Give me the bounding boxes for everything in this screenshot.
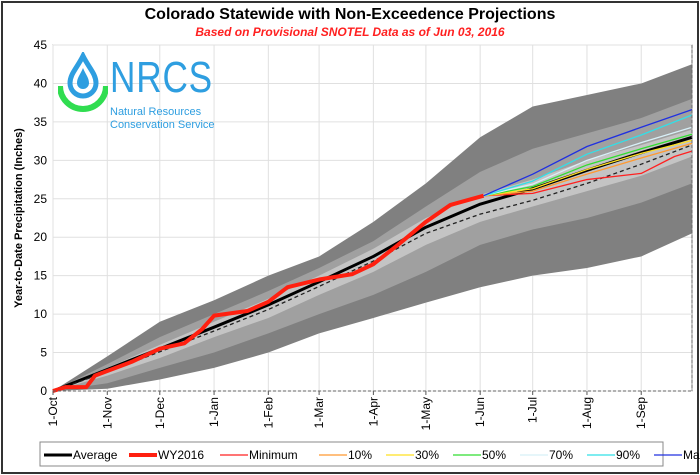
series-line-median bbox=[52, 144, 693, 392]
x-tick-label: 1-Apr bbox=[366, 397, 380, 426]
logo-subtitle: Natural Resources Conservation Service bbox=[110, 106, 215, 132]
legend-item-label: 70% bbox=[549, 448, 573, 462]
legend-item-label: 10% bbox=[348, 448, 372, 462]
percentile-band bbox=[53, 129, 692, 392]
series-line-wy2016 bbox=[52, 193, 485, 393]
x-tick-label: 1-Oct bbox=[46, 396, 60, 426]
legend-item-label: Minimum bbox=[249, 448, 298, 462]
x-tick-label: 1-Aug bbox=[580, 397, 594, 429]
percentile-band bbox=[53, 64, 692, 391]
chart-subtitle: Based on Provisional SNOTEL Data as of J… bbox=[195, 25, 505, 39]
y-tick-label: 40 bbox=[34, 76, 48, 90]
x-tick-label: 1-May bbox=[419, 397, 433, 430]
y-tick-label: 20 bbox=[34, 230, 48, 244]
x-tick-label: 1-Jul bbox=[526, 397, 540, 423]
y-tick-label: 15 bbox=[34, 269, 48, 283]
series-line-50pct bbox=[483, 133, 693, 197]
logo-line1: Natural Resources bbox=[110, 106, 202, 118]
chart-title: Colorado Statewide with Non-Exceedence P… bbox=[144, 6, 556, 23]
y-tick-label: 25 bbox=[34, 192, 48, 206]
x-tick-label: 1-Feb bbox=[261, 397, 275, 429]
legend-item-label: Average bbox=[73, 448, 118, 462]
y-tick-label: 5 bbox=[40, 346, 47, 360]
x-tick-label: 1-Dec bbox=[153, 397, 167, 429]
legend-item-label: 90% bbox=[616, 448, 640, 462]
legend-item-label: 50% bbox=[482, 448, 506, 462]
series-line-70pct bbox=[483, 126, 693, 197]
series-line-minimum bbox=[483, 150, 693, 197]
y-tick-label: 0 bbox=[40, 384, 47, 398]
y-tick-label: 45 bbox=[34, 38, 48, 52]
legend-item-label: WY2016 bbox=[158, 448, 204, 462]
y-tick-label: 30 bbox=[34, 153, 48, 167]
y-axis-label: Year-to-Date Precipitation (Inches) bbox=[13, 128, 25, 308]
legend-item-label: 30% bbox=[415, 448, 439, 462]
x-tick-label: 1-Jun bbox=[473, 397, 487, 427]
series-line-90pct bbox=[483, 114, 693, 197]
logo-wordmark: NRCS bbox=[110, 53, 213, 102]
x-tick-label: 1-Jan bbox=[207, 397, 221, 427]
nrcs-logo-icon bbox=[58, 52, 108, 112]
legend-item-label: Maximum bbox=[683, 448, 700, 462]
x-tick-label: 1-Sep bbox=[634, 397, 648, 429]
logo-line2: Conservation Service bbox=[110, 119, 215, 131]
series-line-30pct bbox=[483, 139, 693, 197]
y-tick-label: 35 bbox=[34, 115, 48, 129]
series-line-10pct bbox=[483, 142, 693, 197]
y-tick-label: 10 bbox=[34, 307, 48, 321]
series-line-maximum bbox=[483, 108, 693, 197]
x-tick-label: 1-Nov bbox=[100, 397, 114, 429]
legend: Average WY2016 Minimum 10% 30% 50% 70% 90% Maxim… bbox=[39, 441, 700, 467]
x-tick-label: 1-Mar bbox=[312, 397, 326, 428]
